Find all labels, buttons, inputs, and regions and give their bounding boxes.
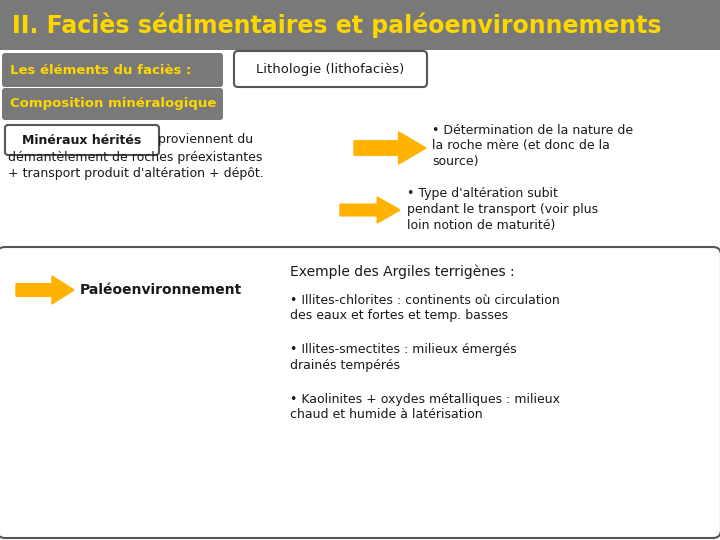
Text: • Détermination de la nature de: • Détermination de la nature de xyxy=(432,124,633,137)
Text: pendant le transport (voir plus: pendant le transport (voir plus xyxy=(407,202,598,215)
Text: source): source) xyxy=(432,156,479,168)
Text: des eaux et fortes et temp. basses: des eaux et fortes et temp. basses xyxy=(290,308,508,321)
Text: chaud et humide à latérisation: chaud et humide à latérisation xyxy=(290,408,482,422)
FancyBboxPatch shape xyxy=(5,125,159,155)
Polygon shape xyxy=(340,197,400,223)
Text: II. Faciès sédimentaires et paléoenvironnements: II. Faciès sédimentaires et paléoenviron… xyxy=(12,12,662,38)
Text: Minéraux hérités: Minéraux hérités xyxy=(22,133,142,146)
Text: • Illites-smectites : milieux émergés: • Illites-smectites : milieux émergés xyxy=(290,343,517,356)
Text: drainés tempérés: drainés tempérés xyxy=(290,359,400,372)
Text: démantèlement de roches préexistantes: démantèlement de roches préexistantes xyxy=(8,152,262,165)
Text: • Kaolinites + oxydes métalliques : milieux: • Kaolinites + oxydes métalliques : mili… xyxy=(290,394,560,407)
Text: proviennent du: proviennent du xyxy=(158,133,253,146)
Text: Lithologie (lithofaciès): Lithologie (lithofaciès) xyxy=(256,63,404,76)
Text: Les éléments du faciès :: Les éléments du faciès : xyxy=(10,64,192,77)
Text: loin notion de maturité): loin notion de maturité) xyxy=(407,219,555,232)
Polygon shape xyxy=(354,132,426,164)
Text: la roche mère (et donc de la: la roche mère (et donc de la xyxy=(432,139,610,152)
Bar xyxy=(0,0,720,50)
Text: Composition minéralogique: Composition minéralogique xyxy=(10,98,217,111)
Text: • Illites-chlorites : continents où circulation: • Illites-chlorites : continents où circ… xyxy=(290,294,559,307)
Polygon shape xyxy=(16,276,74,304)
Text: Exemple des Argiles terrigènes :: Exemple des Argiles terrigènes : xyxy=(290,265,515,279)
FancyBboxPatch shape xyxy=(2,53,223,87)
FancyBboxPatch shape xyxy=(0,247,720,538)
Text: Paléoenvironnement: Paléoenvironnement xyxy=(80,283,242,297)
FancyBboxPatch shape xyxy=(234,51,427,87)
Text: + transport produit d'altération + dépôt.: + transport produit d'altération + dépôt… xyxy=(8,166,264,179)
FancyBboxPatch shape xyxy=(2,88,223,120)
Text: • Type d'altération subit: • Type d'altération subit xyxy=(407,186,558,199)
